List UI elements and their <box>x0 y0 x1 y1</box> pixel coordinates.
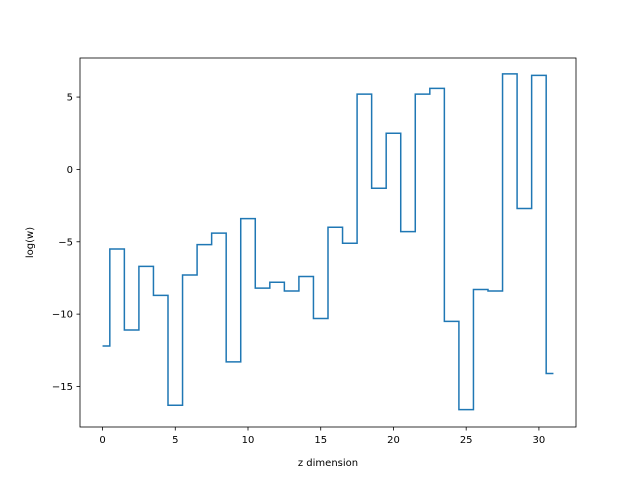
axes-frame <box>79 57 577 428</box>
plot-area <box>102 73 554 411</box>
y-tick-label: −15 <box>52 382 73 393</box>
x-axis: 0 5 10 15 20 25 30 <box>99 427 545 446</box>
x-tick-label: 30 <box>533 435 546 446</box>
y-axis-label: log(w) <box>25 227 36 258</box>
x-tick-label: 15 <box>314 435 327 446</box>
x-tick-label: 20 <box>387 435 400 446</box>
y-tick-label: 5 <box>67 93 73 104</box>
x-axis-label: z dimension <box>298 458 358 469</box>
x-tick-label: 0 <box>99 435 105 446</box>
y-axis: −15 −10 −5 0 5 <box>52 93 80 393</box>
y-tick-label: −10 <box>52 310 73 321</box>
x-tick-label: 10 <box>242 435 255 446</box>
y-tick-label: 0 <box>67 165 73 176</box>
x-tick-label: 25 <box>460 435 473 446</box>
y-tick-label: −5 <box>58 237 73 248</box>
x-tick-label: 5 <box>172 435 178 446</box>
series-0-step-line <box>102 73 554 411</box>
